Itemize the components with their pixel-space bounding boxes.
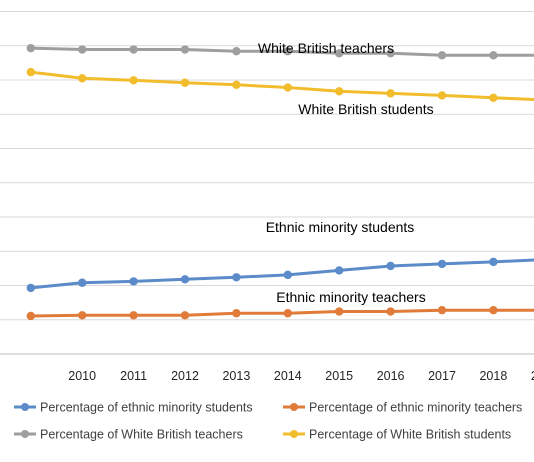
data-point	[283, 47, 292, 56]
data-point	[78, 311, 87, 320]
annotation-label: White British teachers	[258, 40, 394, 56]
legend-swatch-marker	[290, 430, 298, 438]
data-point	[232, 309, 241, 318]
data-point	[26, 311, 35, 321]
data-point	[180, 78, 190, 87]
series-line	[29, 308, 534, 318]
data-point	[129, 277, 138, 286]
x-tick-label: 2011	[120, 369, 147, 383]
data-point	[232, 273, 241, 282]
legend-swatch-marker	[21, 403, 29, 411]
data-point	[129, 45, 138, 54]
x-tick-label: 2017	[428, 369, 456, 383]
data-point	[129, 311, 138, 320]
x-tick-label: 2018	[479, 369, 507, 383]
legend-item: Percentage of ethnic minority teachers	[283, 401, 522, 415]
data-point	[232, 80, 241, 89]
data-point	[335, 49, 344, 58]
data-point	[78, 74, 87, 83]
annotation-label: Ethnic minority teachers	[276, 289, 425, 305]
data-point	[180, 311, 190, 320]
series-2	[26, 43, 534, 60]
data-point	[283, 309, 292, 318]
x-tick-label: 2012	[171, 369, 199, 383]
series-layer	[26, 43, 534, 321]
annotation-label: White British students	[298, 101, 433, 117]
legend-label: Percentage of ethnic minority students	[40, 401, 253, 415]
data-point	[78, 278, 87, 287]
legend-swatch-marker	[290, 403, 298, 411]
x-tick-label: 2014	[274, 369, 302, 383]
legend-item: Percentage of White British teachers	[14, 428, 243, 442]
data-point	[129, 76, 138, 85]
data-point	[437, 305, 447, 315]
legend-label: Percentage of ethnic minority teachers	[309, 401, 522, 415]
data-point	[489, 305, 498, 315]
data-point	[180, 275, 190, 284]
legend-label: Percentage of White British teachers	[40, 428, 243, 442]
x-tick-label: 2016	[377, 369, 405, 383]
legend-item: Percentage of ethnic minority students	[14, 401, 253, 415]
series-line	[29, 46, 534, 57]
x-tick-labels: 2010 2011 2012 2013 2014 2015 2016 2017 2018 2019…	[68, 369, 534, 383]
data-point	[437, 259, 447, 269]
data-point	[180, 45, 190, 54]
data-point	[283, 270, 292, 280]
series-1	[26, 305, 534, 321]
legend-item: Percentage of White British students	[283, 428, 511, 442]
legend: Percentage of ethnic minority students Pe…	[14, 401, 522, 442]
data-point	[437, 51, 447, 60]
series-3	[26, 67, 534, 103]
data-point	[386, 307, 395, 316]
series-line	[29, 258, 534, 290]
data-point	[283, 83, 292, 92]
series-line	[29, 70, 534, 101]
data-point	[26, 283, 35, 293]
x-tick-label: 2013	[222, 369, 250, 383]
x-tick-label: 2010	[68, 369, 96, 383]
gridlines	[0, 11, 534, 321]
data-point	[489, 93, 498, 103]
data-point	[335, 266, 344, 275]
data-point	[386, 261, 395, 271]
data-point	[437, 91, 447, 100]
data-point	[232, 47, 241, 56]
legend-label: Percentage of White British students	[309, 428, 511, 442]
data-point	[26, 67, 35, 77]
x-tick-label: 2019	[531, 369, 534, 383]
legend-swatch-marker	[21, 430, 29, 438]
series-0	[26, 257, 534, 293]
data-point	[26, 43, 35, 53]
x-tick-label: 2015	[325, 369, 353, 383]
annotation-label: Ethnic minority students	[266, 219, 415, 235]
data-point	[386, 89, 395, 98]
data-point	[489, 51, 498, 60]
annotations: White British teachers White British stud…	[258, 40, 434, 305]
data-point	[386, 49, 395, 58]
data-point	[335, 307, 344, 316]
data-point	[489, 257, 498, 267]
data-point	[78, 45, 87, 54]
data-point	[335, 87, 344, 96]
